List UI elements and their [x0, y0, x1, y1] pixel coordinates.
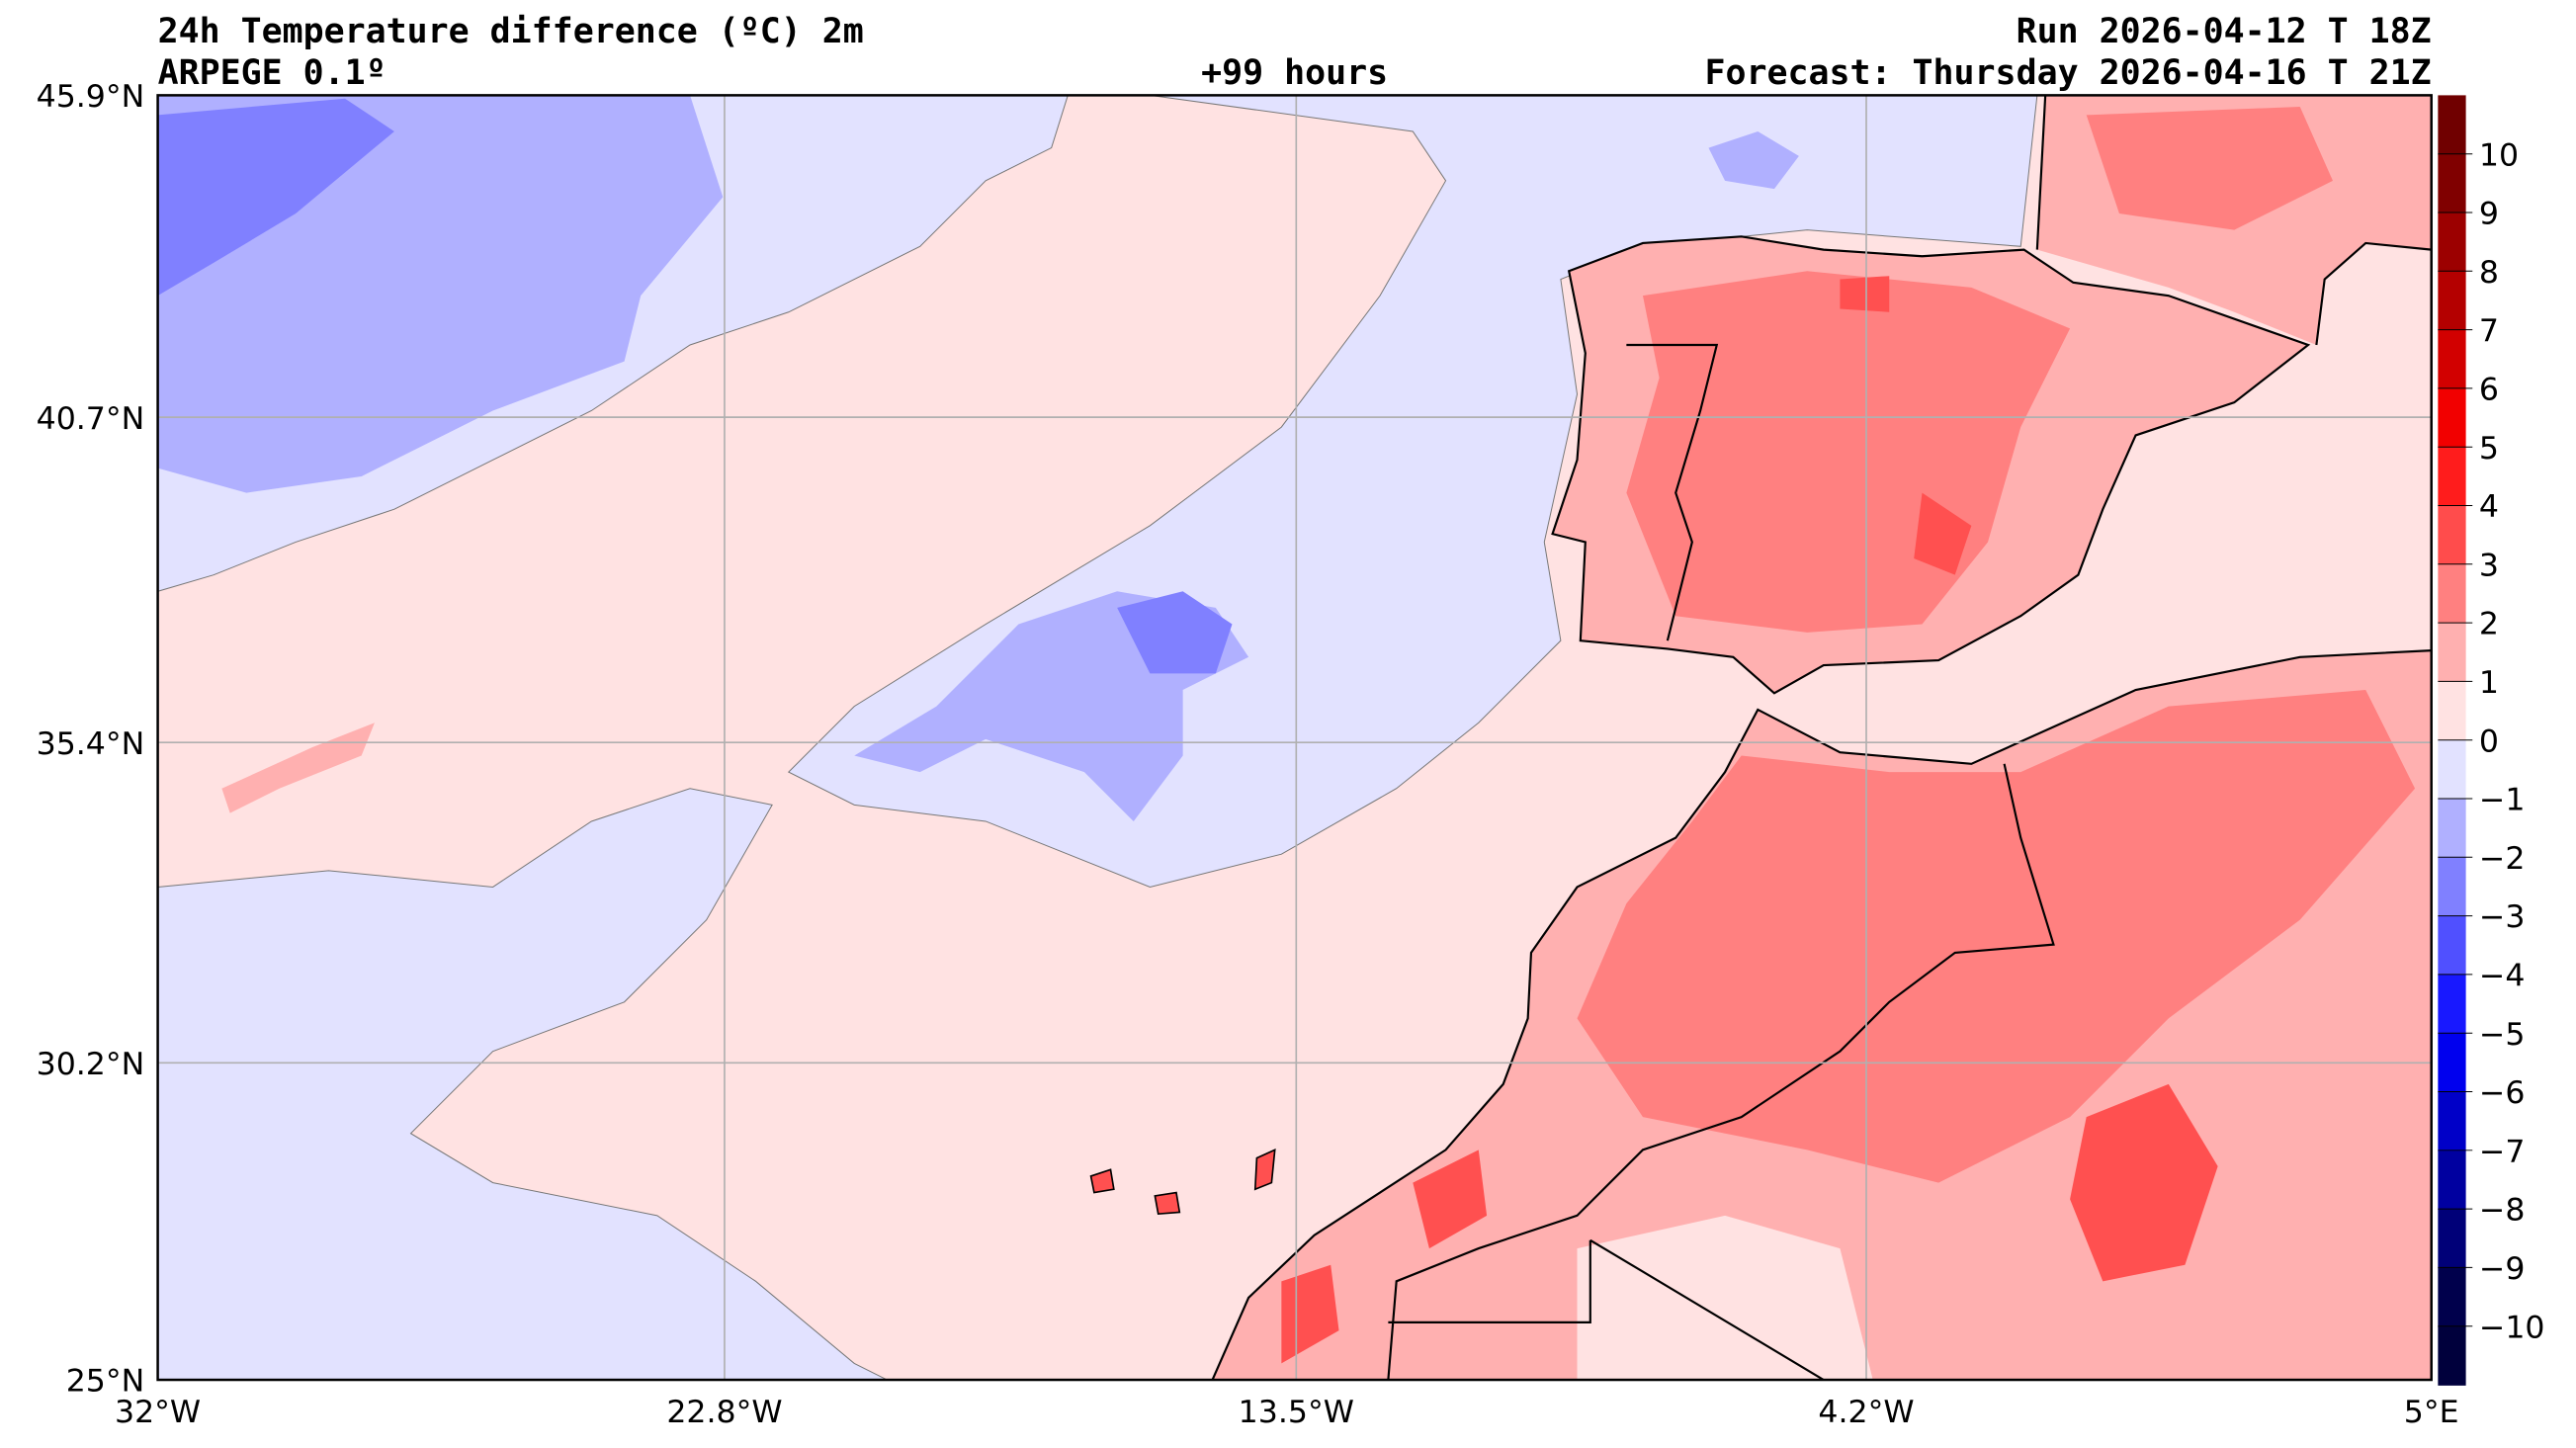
colorbar-bin: [2438, 329, 2466, 389]
y-tick-label: 25°N: [66, 1364, 145, 1400]
land-france-warm: [2086, 107, 2333, 230]
land-africa-warm: [1577, 690, 2416, 1183]
colorbar-tick-label: 3: [2479, 548, 2499, 583]
x-tick-label: 22.8°W: [666, 1395, 782, 1430]
colorbar-tick-label: 1: [2479, 665, 2499, 701]
gridlines: [157, 95, 2432, 1381]
coastline-iberia: [1551, 235, 2311, 695]
x-tick-label: 13.5°W: [1239, 1395, 1354, 1430]
x-tick-label: 32°W: [115, 1395, 201, 1430]
land-sahara-cool: [1577, 1215, 1873, 1381]
y-tick-label: 40.7°N: [37, 401, 145, 437]
map-area: [157, 95, 2432, 1381]
model-label: ARPEGE 0.1º: [158, 53, 386, 93]
y-tick-label: 45.9°N: [37, 79, 145, 115]
cool-region-nw-3: [157, 98, 394, 297]
forecast-label: Forecast: Thursday 2026-04-16 T 21Z: [1704, 53, 2431, 93]
land-iberia-hot: [1840, 276, 1972, 575]
colorbar-bin: [2438, 563, 2466, 624]
colorbar-bin: [2438, 739, 2466, 800]
colorbar-tick-label: −3: [2479, 899, 2526, 935]
colorbar-bin: [2438, 915, 2466, 976]
lead-time: +99 hours: [1201, 53, 1388, 93]
coastline-africa: [1211, 649, 2432, 1381]
map-frame: [156, 94, 2433, 1382]
colorbar-tick-label: −9: [2479, 1251, 2526, 1287]
colorbar-tick-label: −7: [2479, 1134, 2526, 1169]
canary-islands: [1089, 1149, 1276, 1216]
x-tick-label: 4.2°W: [1818, 1395, 1914, 1430]
colorbar-bin: [2438, 974, 2466, 1035]
x-axis-ticks: 32°W 22.8°W 13.5°W 4.2°W 5°E: [115, 1395, 2459, 1430]
run-label: Run 2026-04-12 T 18Z: [2017, 12, 2432, 51]
colorbar-bin: [2438, 153, 2466, 213]
border-morocco-algeria: [1387, 763, 2055, 1381]
colorbar-tick-label: 7: [2479, 313, 2499, 349]
colorbar-bin: [2438, 1033, 2466, 1093]
colorbar-tick-label: −5: [2479, 1017, 2526, 1053]
colorbar-bin: [2438, 212, 2466, 273]
cool-blob-ne: [1708, 130, 1799, 190]
colorbar-tick-label: 10: [2479, 137, 2519, 173]
warm-streak-west: [221, 723, 375, 813]
colorbar-tick-label: −6: [2479, 1075, 2526, 1111]
colorbar-bin: [2438, 447, 2466, 507]
x-tick-label: 5°E: [2404, 1395, 2459, 1430]
border-western-sahara: [1388, 1238, 1825, 1381]
colorbar-tick-label: −4: [2479, 959, 2526, 994]
land-africa-hot: [1281, 1083, 2218, 1364]
border-portugal: [1626, 343, 1719, 641]
colorbar-tick-label: 2: [2479, 607, 2499, 642]
chart-title: 24h Temperature difference (ºC) 2m: [158, 12, 864, 51]
colorbar-tick-label: 4: [2479, 489, 2499, 525]
y-axis-ticks: 45.9°N 40.7°N 35.4°N 30.2°N 25°N: [37, 79, 145, 1400]
colorbar-bin: [2438, 1325, 2466, 1386]
colorbar-tick-label: 9: [2479, 197, 2499, 232]
cool-blob-center-2: [1117, 591, 1233, 674]
colorbar-bin: [2438, 1267, 2466, 1327]
colorbar-bin: [2438, 1150, 2466, 1210]
colorbar-bin: [2438, 95, 2466, 155]
colorbar-tick-label: 0: [2479, 724, 2499, 759]
colorbar-bin: [2438, 857, 2466, 917]
colorbar-bin: [2438, 799, 2466, 859]
colorbar-tick-label: 5: [2479, 431, 2499, 467]
colorbar-tick-label: 8: [2479, 255, 2499, 291]
colorbar-bin: [2438, 505, 2466, 565]
colorbar-bin: [2438, 623, 2466, 683]
colorbar-tick-label: −1: [2479, 783, 2526, 818]
colorbar-bin: [2438, 1209, 2466, 1269]
colorbar-bin: [2438, 1091, 2466, 1151]
colorbar-tick-label: −8: [2479, 1193, 2526, 1229]
coastline-france: [2035, 95, 2432, 346]
colorbar-bin: [2438, 387, 2466, 449]
colorbar-bin: [2438, 681, 2466, 741]
y-tick-label: 30.2°N: [37, 1047, 145, 1082]
colorbar-bin: [2438, 271, 2466, 331]
y-tick-label: 35.4°N: [37, 726, 145, 762]
cool-region-south: [157, 788, 888, 1381]
colorbar-tick-label: −10: [2479, 1310, 2545, 1345]
colorbar-tick-label: −2: [2479, 841, 2526, 877]
colorbar-tick-label: 6: [2479, 373, 2499, 408]
